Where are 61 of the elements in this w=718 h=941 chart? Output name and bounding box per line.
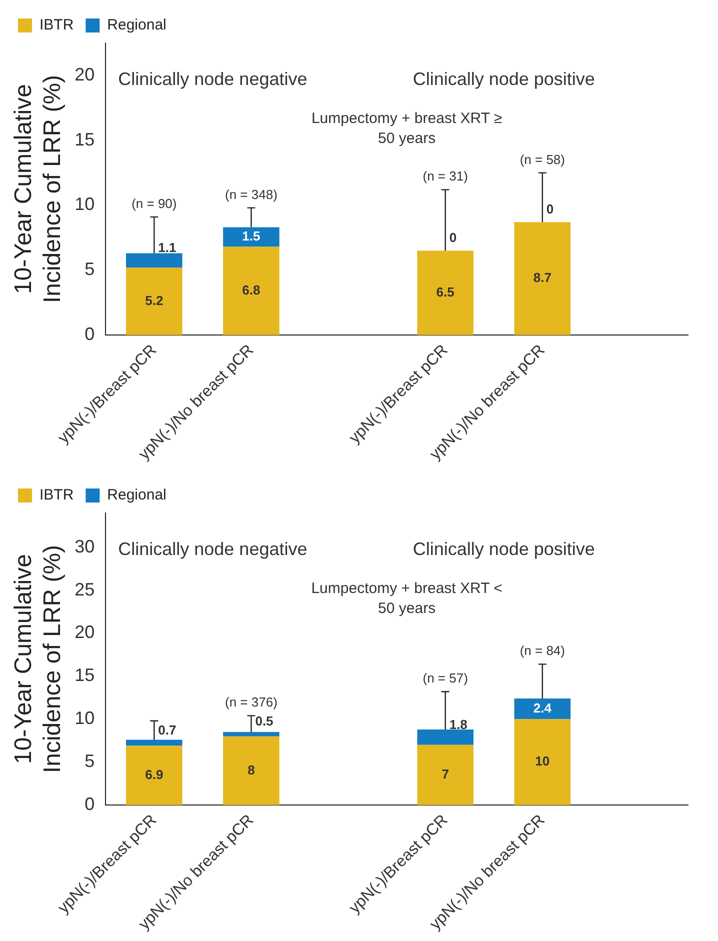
bar [126,746,182,806]
data-label: 2.4 [533,700,552,716]
bar [223,227,280,247]
annotation: (n = 348) [225,186,278,202]
data-label: 0 [449,230,457,246]
y-tick-label: 20 [74,64,95,84]
bar [126,253,182,268]
y-tick-label: 10 [74,194,95,214]
data-label: 6.9 [145,766,164,782]
annotation: Clinically node negative [118,539,308,559]
data-label: 5.2 [145,292,164,308]
y-axis-title: 10-Year Cumulative Incidence of LRR (%) [10,74,66,304]
annotation: Lumpectomy + breast XRT ≥ 50 years [311,110,502,147]
y-tick-label: 0 [84,794,95,814]
y-tick-label: 30 [74,536,95,556]
annotation: (n = 31) [422,168,468,184]
data-label: 8.7 [533,270,552,286]
data-label: 0 [546,202,554,217]
legend-label: Regional [107,486,166,504]
y-tick-label: 5 [84,259,95,280]
legend-label: IBTR [40,16,74,34]
bar [417,744,474,806]
annotation: (n = 84) [520,643,565,658]
annotation: (n = 90) [132,196,177,211]
y-tick-label: 15 [74,129,95,150]
bar [417,250,474,336]
bar [514,222,571,336]
bar [514,719,571,806]
bar [223,736,280,806]
y-tick-label: 15 [74,665,95,686]
data-label: 8 [248,762,255,778]
bar [417,729,474,745]
data-label: 0.5 [255,714,274,729]
y-tick-label: 25 [74,579,95,600]
annotation: Lumpectomy + breast XRT < 50 years [311,580,503,617]
annotation: Clinically node negative [118,69,308,89]
annotation: (n = 57) [422,670,468,686]
data-label: 0.7 [158,722,176,738]
bar [126,740,182,746]
bar [514,698,571,720]
annotation: (n = 58) [520,152,565,167]
y-axis-title: 10-Year Cumulative Incidence of LRR (%) [10,544,66,774]
data-label: 10 [535,754,550,769]
bar [223,246,280,336]
data-label: 1.1 [158,240,176,255]
annotation: Clinically node positive [412,69,595,89]
data-label: 6.5 [436,284,454,300]
data-label: 1.8 [449,716,468,732]
data-label: 6.8 [242,282,260,298]
legend-label: Regional [107,16,166,34]
data-label: 1.5 [242,228,260,244]
legend-label: IBTR [40,486,74,504]
annotation: (n = 376) [225,694,278,710]
data-label: 7 [442,766,449,782]
annotation: Clinically node positive [412,539,595,559]
y-tick-label: 10 [74,708,95,728]
bar [223,732,280,736]
y-tick-label: 5 [84,751,95,772]
y-tick-label: 20 [74,622,95,642]
y-tick-label: 0 [84,324,95,344]
bar [126,268,182,336]
